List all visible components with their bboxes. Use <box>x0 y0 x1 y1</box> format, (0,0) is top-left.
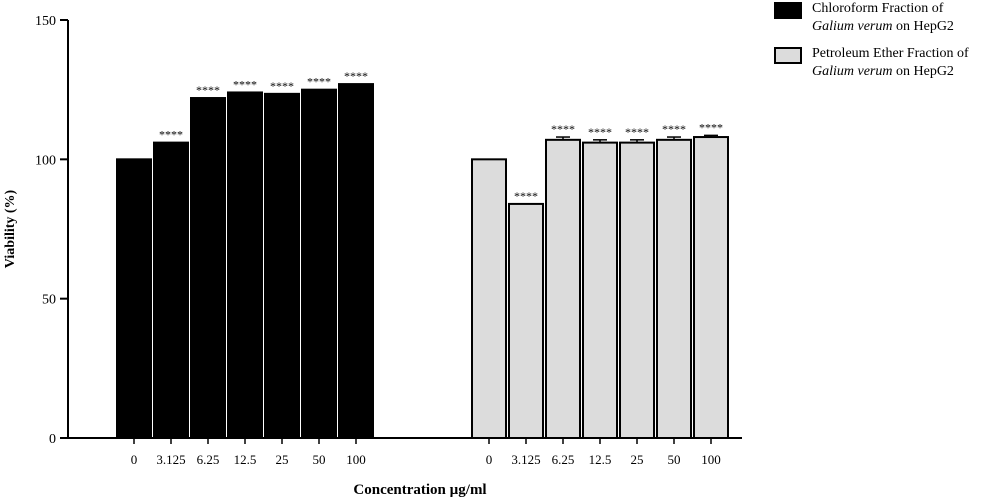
x-tick-label-petroleum-ether: 6.25 <box>552 452 575 467</box>
significance-label-petroleum-ether: **** <box>662 122 686 136</box>
significance-label-chloroform: **** <box>344 69 368 83</box>
legend-label-chloroform: Chloroform Fraction of Galium verum on H… <box>812 1 954 34</box>
legend-swatch-petroleum-ether <box>774 47 802 64</box>
x-tick-label-petroleum-ether: 12.5 <box>589 452 612 467</box>
significance-label-petroleum-ether: **** <box>699 120 723 134</box>
x-tick-label-petroleum-ether: 25 <box>631 452 644 467</box>
x-tick-label-petroleum-ether: 0 <box>486 452 493 467</box>
bar-chloroform <box>153 141 189 439</box>
bar-chloroform <box>264 92 300 439</box>
bar-petroleum-ether <box>508 202 544 439</box>
y-tick-label: 0 <box>49 432 56 447</box>
x-tick-label-chloroform: 3.125 <box>156 452 185 467</box>
significance-label-chloroform: **** <box>270 79 294 93</box>
legend-label-petroleum-ether: Petroleum Ether Fraction of Galium verum… <box>812 46 969 79</box>
significance-label-chloroform: **** <box>307 75 331 89</box>
significance-label-petroleum-ether: **** <box>514 189 538 203</box>
x-tick-label-chloroform: 12.5 <box>234 452 257 467</box>
significance-label-chloroform: **** <box>233 77 257 91</box>
x-tick-label-petroleum-ether: 50 <box>668 452 681 467</box>
x-tick-label-chloroform: 0 <box>131 452 138 467</box>
bar-petroleum-ether <box>471 158 507 439</box>
bar-petroleum-ether <box>656 138 692 439</box>
bar-petroleum-ether <box>693 136 729 439</box>
x-tick-label-chloroform: 100 <box>346 452 366 467</box>
bar-petroleum-ether <box>582 141 618 439</box>
x-tick-label-chloroform: 6.25 <box>197 452 220 467</box>
bar-petroleum-ether <box>545 138 581 439</box>
significance-label-chloroform: **** <box>159 128 183 142</box>
bar-petroleum-ether <box>619 141 655 439</box>
bar-chloroform <box>301 88 337 440</box>
bar-chloroform <box>116 158 152 439</box>
x-tick-label-petroleum-ether: 100 <box>701 452 721 467</box>
legend-swatch-chloroform <box>774 2 802 19</box>
bar-chloroform <box>338 83 374 440</box>
y-tick-label: 150 <box>35 14 56 29</box>
x-tick-label-petroleum-ether: 3.125 <box>511 452 540 467</box>
significance-label-petroleum-ether: **** <box>551 122 575 136</box>
bar-chloroform <box>190 97 226 439</box>
y-tick-label: 100 <box>35 153 56 168</box>
bar-chloroform <box>227 91 263 439</box>
significance-label-petroleum-ether: **** <box>588 125 612 139</box>
significance-label-petroleum-ether: **** <box>625 125 649 139</box>
significance-label-chloroform: **** <box>196 83 220 97</box>
x-axis-title: Concentration µg/ml <box>353 482 487 498</box>
y-axis-title: Viability (%) <box>3 189 18 268</box>
y-tick-label: 50 <box>42 293 56 308</box>
x-tick-label-chloroform: 50 <box>313 452 326 467</box>
x-tick-label-chloroform: 25 <box>276 452 289 467</box>
